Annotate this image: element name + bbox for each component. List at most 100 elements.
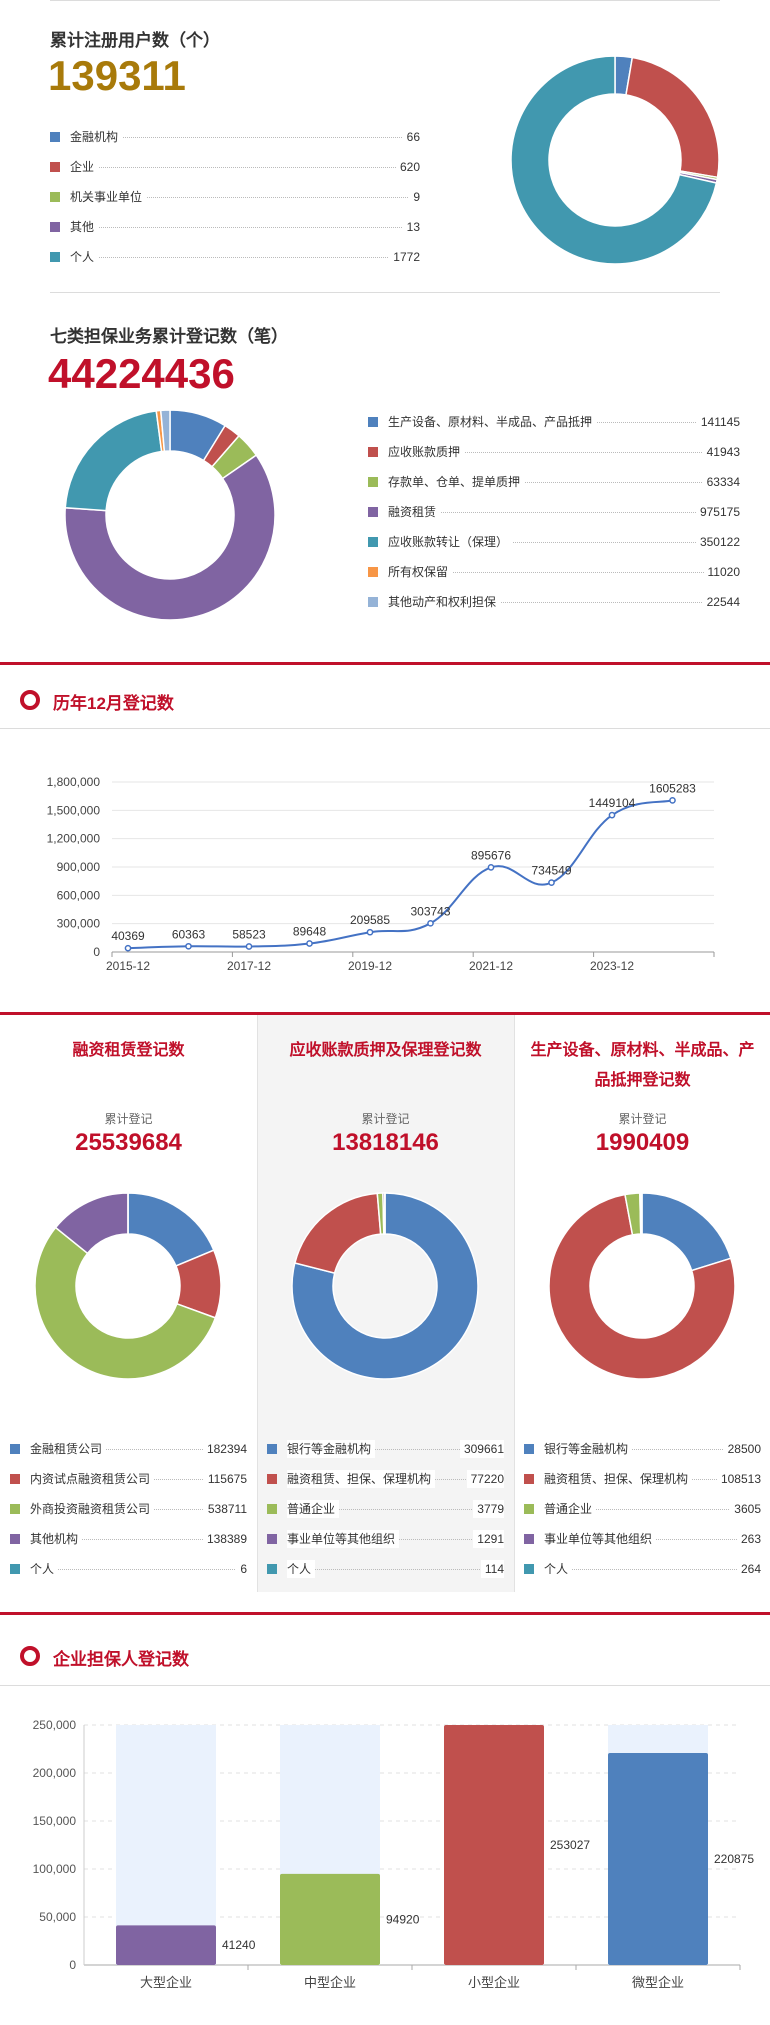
data-point bbox=[124, 944, 132, 952]
leader-dots bbox=[287, 1449, 504, 1450]
legend-label: 所有权保留 bbox=[388, 563, 453, 581]
legend-item: 内资试点融资租赁公司 115675 bbox=[10, 1470, 247, 1490]
legend-item: 银行等金融机构 309661 bbox=[267, 1440, 504, 1460]
legend-value: 538711 bbox=[203, 1500, 247, 1518]
data-label: 1605283 bbox=[649, 781, 696, 795]
y-tick-label: 250,000 bbox=[33, 1718, 77, 1732]
legend-label: 机关事业单位 bbox=[70, 188, 147, 206]
legend-value: 182394 bbox=[202, 1440, 247, 1458]
legend-item: 金融机构 66 bbox=[50, 128, 420, 148]
data-label: 58523 bbox=[232, 927, 266, 941]
leader-dots bbox=[388, 602, 740, 603]
legend-value: 1772 bbox=[389, 248, 420, 266]
legend-item: 事业单位等其他组织 1291 bbox=[267, 1530, 504, 1550]
legend-item: 融资租赁、担保、保理机构 108513 bbox=[524, 1470, 761, 1490]
legend-value: 63334 bbox=[702, 473, 740, 491]
users-title: 累计注册用户数（个） bbox=[50, 31, 220, 50]
legend-label: 个人 bbox=[287, 1560, 316, 1578]
leader-dots bbox=[388, 572, 740, 573]
legend-item: 金融租赁公司 182394 bbox=[10, 1440, 247, 1460]
legend-swatch bbox=[50, 252, 60, 262]
y-tick-label: 1,800,000 bbox=[47, 775, 101, 789]
donut-slice bbox=[291, 1192, 479, 1380]
guarantee-title: 七类担保业务累计登记数（笔） bbox=[50, 327, 288, 346]
legend-value: 350122 bbox=[695, 533, 740, 551]
legend-label: 银行等金融机构 bbox=[544, 1440, 633, 1458]
x-tick-label: 小型企业 bbox=[468, 1975, 520, 1990]
ent-band-divider bbox=[0, 1685, 770, 1686]
x-tick-label: 2023-12 bbox=[590, 959, 634, 973]
legend-item: 普通企业 3779 bbox=[267, 1500, 504, 1520]
data-point bbox=[669, 797, 676, 804]
leader-dots bbox=[30, 1539, 247, 1540]
donut-slice bbox=[548, 1193, 736, 1380]
legend-item: 存款单、仓单、提单质押 63334 bbox=[368, 473, 740, 493]
donut-slice bbox=[293, 1192, 382, 1275]
x-tick-label: 2021-12 bbox=[469, 959, 513, 973]
legend-swatch bbox=[267, 1504, 277, 1514]
x-tick-label: 2015-12 bbox=[106, 959, 150, 973]
column-subtitle: 累计登记 bbox=[104, 1112, 153, 1126]
legend-value: 1291 bbox=[473, 1530, 504, 1548]
y-tick-label: 1,500,000 bbox=[47, 803, 101, 817]
legend-item: 企业 620 bbox=[50, 158, 420, 178]
legend-swatch bbox=[368, 477, 378, 487]
legend-value: 66 bbox=[402, 128, 420, 146]
legend-label: 金融租赁公司 bbox=[30, 1440, 107, 1458]
legend-label: 外商投资融资租赁公司 bbox=[30, 1500, 155, 1518]
leader-dots bbox=[70, 167, 420, 168]
legend-swatch bbox=[10, 1504, 20, 1514]
bar bbox=[444, 1725, 544, 1965]
legend-value: 22544 bbox=[702, 593, 740, 611]
legend-item: 融资租赁 975175 bbox=[368, 503, 740, 523]
legend-value: 3605 bbox=[730, 1500, 761, 1518]
column-donut-chart bbox=[291, 1192, 479, 1380]
column-donut-chart bbox=[34, 1192, 222, 1380]
leader-dots bbox=[544, 1509, 761, 1510]
ent-band-top-line bbox=[0, 1612, 770, 1615]
column-subtitle: 累计登记 bbox=[618, 1112, 667, 1126]
y-tick-label: 0 bbox=[93, 945, 100, 959]
legend-label: 个人 bbox=[30, 1560, 59, 1578]
leader-dots bbox=[287, 1509, 504, 1510]
legend-label: 融资租赁、担保、保理机构 bbox=[287, 1470, 436, 1488]
leader-dots bbox=[388, 512, 740, 513]
data-point bbox=[608, 811, 616, 819]
legend-item: 银行等金融机构 28500 bbox=[524, 1440, 761, 1460]
legend-item: 应收账款质押 41943 bbox=[368, 443, 740, 463]
legend-value: 108513 bbox=[716, 1470, 761, 1488]
y-tick-label: 100,000 bbox=[33, 1862, 77, 1876]
legend-swatch bbox=[524, 1504, 534, 1514]
legend-item: 个人 1772 bbox=[50, 248, 420, 268]
legend-item: 其他 13 bbox=[50, 218, 420, 238]
legend-swatch bbox=[368, 597, 378, 607]
users-divider bbox=[50, 292, 720, 293]
data-point bbox=[487, 864, 495, 871]
y-tick-label: 50,000 bbox=[39, 1910, 76, 1924]
legend-swatch bbox=[10, 1534, 20, 1544]
legend-label: 其他 bbox=[70, 218, 99, 236]
legend-swatch bbox=[524, 1534, 534, 1544]
legend-item: 个人 6 bbox=[10, 1560, 247, 1580]
data-point bbox=[548, 879, 555, 886]
legend-item: 普通企业 3605 bbox=[524, 1500, 761, 1520]
y-tick-label: 200,000 bbox=[33, 1766, 77, 1780]
column-title: 融资租赁登记数 bbox=[72, 1042, 185, 1059]
dec-band-divider bbox=[0, 728, 770, 729]
legend-value: 6 bbox=[236, 1560, 247, 1578]
legend-label: 生产设备、原材料、半成品、产品抵押 bbox=[388, 413, 597, 431]
legend-item: 生产设备、原材料、半成品、产品抵押 141145 bbox=[368, 413, 740, 433]
x-tick-label: 大型企业 bbox=[140, 1975, 192, 1990]
donut-slice bbox=[34, 1226, 217, 1380]
legend-swatch bbox=[368, 417, 378, 427]
legend-value: 41943 bbox=[702, 443, 740, 461]
column-title: 生产设备、原材料、半成品、产品抵押登记数 bbox=[530, 1042, 755, 1089]
column-total: 13818146 bbox=[332, 1129, 439, 1156]
donut-slice bbox=[640, 1192, 643, 1235]
donut-slice bbox=[510, 55, 718, 265]
legend-value: 264 bbox=[736, 1560, 761, 1578]
top-divider bbox=[50, 0, 720, 1]
leader-dots bbox=[70, 137, 420, 138]
leader-dots bbox=[388, 482, 740, 483]
legend-swatch bbox=[368, 447, 378, 457]
